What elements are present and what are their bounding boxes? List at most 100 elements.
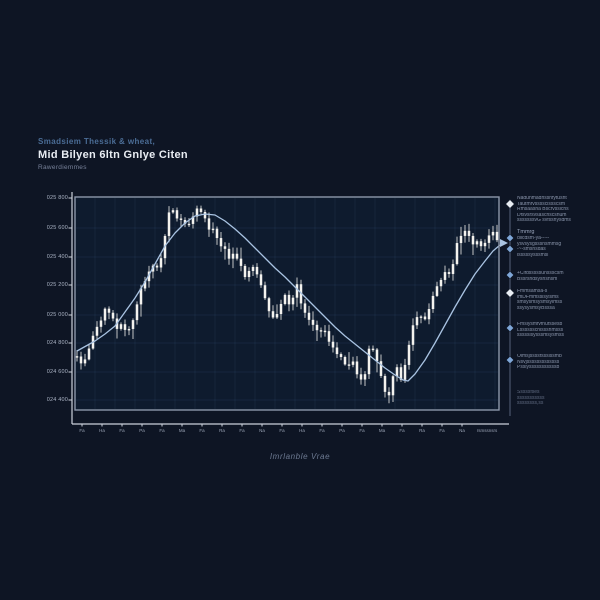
candle-body [167, 212, 171, 236]
candle-body [451, 264, 455, 274]
y-tick-label: 025 200 [46, 282, 68, 288]
candle-body [279, 303, 283, 315]
annotation-line-text: sssssssssss [517, 395, 545, 401]
candle-body [203, 211, 207, 219]
candle-body [355, 361, 359, 375]
candle-body [423, 316, 427, 320]
candle-body [215, 228, 219, 239]
candle-body [407, 344, 411, 365]
candle-body [487, 235, 491, 243]
candle-body [291, 297, 295, 305]
candle-body [107, 308, 111, 313]
candle-body [211, 228, 215, 231]
chart-header: Smadsiem Thessik & wheat, Mid Bilyen 6lt… [38, 137, 188, 171]
candle-body [175, 210, 179, 219]
candle-body [223, 246, 227, 249]
chart-subtitle: Rawerdiemmes [38, 164, 87, 171]
candle-body [123, 324, 127, 330]
y-tick-label: 025 000 [46, 312, 68, 318]
x-tick-label: Fa [279, 428, 285, 433]
candle-body [147, 271, 151, 282]
annotation-block: Fmmsamsa-s lmDFmmsslsylsms smsysmsysmsylms… [517, 289, 595, 311]
annotation-line-text: Rmsaasna Bscrvsslcns [517, 207, 569, 213]
annotation-line-text: ssysysmsyBsssa [517, 305, 555, 311]
candle-body [79, 356, 83, 364]
candle-body [359, 374, 363, 380]
annotation-block: Fmslysmfvfnufssesb Lsssssscnlsssnmsss ssss… [517, 322, 595, 339]
annotation-line-text: +Clfdsssssunssscsm [517, 271, 564, 276]
x-tick-label: Fa [359, 428, 365, 433]
candle-body [327, 331, 331, 342]
candle-body [127, 328, 131, 331]
x-tick-label: Fa [319, 428, 325, 433]
candle-body [479, 241, 483, 247]
candle-body [103, 308, 107, 321]
y-tick-label: 024 800 [46, 340, 68, 346]
candle-body [395, 367, 399, 377]
candle-body [459, 235, 463, 244]
candle-body [159, 258, 163, 268]
x-tick-label: Na [259, 428, 265, 433]
x-tick-label: Fa [399, 428, 405, 433]
diamond-marker-icon [506, 271, 514, 279]
diamond-marker-icon [506, 234, 514, 242]
candle-body [187, 223, 191, 226]
y-tick-label: 025 800 [46, 195, 68, 201]
candle-body [131, 320, 135, 329]
candle-body [495, 231, 499, 241]
annotation-line-text: ysvsysgsssnsmmsg [517, 241, 562, 247]
candle-body [431, 295, 435, 310]
annotation-line-text: Lsssssscnlsssnmsss [517, 327, 564, 333]
chart-eyebrow: Smadsiem Thessik & wheat, [38, 137, 156, 146]
candle-body [411, 325, 415, 345]
annotation-line-text: Sssssfses [517, 390, 540, 395]
annotation-line-text: Psslysssssssssssb [517, 365, 560, 371]
x-tick-label: Fa [239, 428, 245, 433]
candle-body [143, 281, 147, 289]
candle-body [335, 347, 339, 355]
candle-body [251, 266, 255, 271]
ma-end-arrow-icon [500, 239, 508, 247]
candle-body [311, 319, 315, 325]
y-tick-label: 024 600 [46, 369, 68, 375]
candle-body [371, 348, 375, 351]
candle-body [367, 348, 371, 375]
candle-body [267, 298, 271, 312]
candle-body [255, 266, 259, 275]
annotation-line-text: lmDFmmsslsylsms [517, 294, 559, 300]
chart-caption: Imrlanble Vrae [269, 452, 331, 461]
annotation-line-text: dilcdsm-ya----- [517, 236, 550, 241]
x-tick-label: Ra [419, 428, 425, 433]
annotation-block: Tmmrg dilcdsm-ya----- ysvsysgsssnsmmsg -~-s… [517, 229, 595, 258]
candle-body [171, 210, 175, 213]
candle-body [375, 349, 379, 362]
candle-body [271, 311, 275, 318]
candle-body [471, 235, 475, 245]
candle-body [399, 367, 403, 380]
candle-body [95, 326, 99, 336]
candle-body [475, 241, 479, 245]
diamond-marker-icon [506, 356, 514, 364]
candle-body [119, 324, 123, 329]
candle-body [87, 348, 91, 360]
candle-body [195, 208, 199, 217]
candle-body [387, 391, 391, 396]
x-tick-label: Pa [339, 428, 345, 433]
x-tick-label: Fa [439, 428, 445, 433]
candle-body [363, 374, 367, 380]
candle-body [447, 272, 451, 274]
annotation-line-text: Tautmrvssssclssscsm [517, 201, 566, 207]
candle-body [287, 294, 291, 305]
candle-body [247, 270, 251, 278]
x-tick-label: Ra [219, 428, 225, 433]
annotation-line-text: Fmslysmfvfnufssesb [517, 322, 563, 327]
candle-body [275, 314, 279, 318]
candle-body [415, 317, 419, 326]
annotation-block: Nadunmadhssnfytusnt Tautmrvssssclssscsm Rm… [517, 196, 595, 224]
candle-body [483, 242, 487, 247]
x-tick-label: Na [459, 428, 465, 433]
annotation-line-text: sssssssvG svfssnysdms [517, 218, 571, 224]
diamond-marker-icon [505, 288, 515, 298]
candle-body [99, 320, 103, 327]
